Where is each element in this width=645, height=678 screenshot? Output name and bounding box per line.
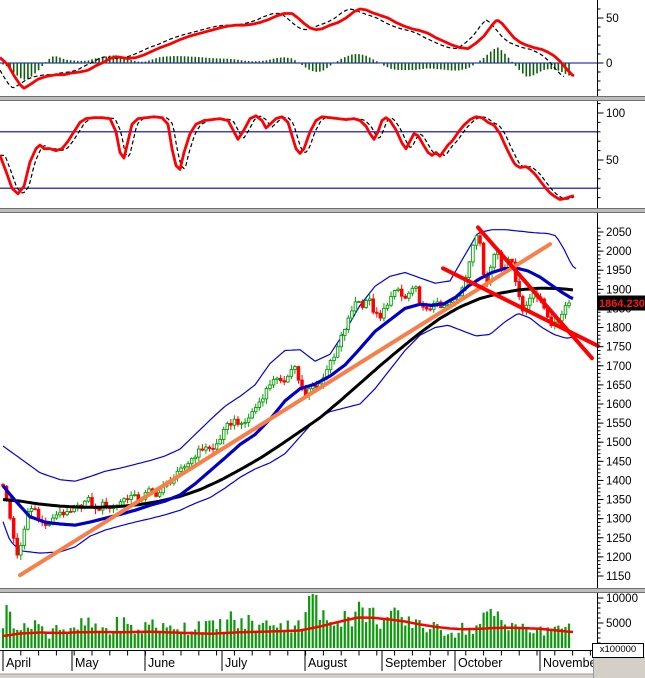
y-tick-label: 1700: [606, 361, 632, 373]
y-tick-label: 1350: [606, 495, 632, 507]
volume-bars: [1, 594, 571, 648]
panel-separator[interactable]: [0, 588, 645, 593]
macd-panel[interactable]: 0 50: [0, 0, 645, 96]
volume-ma-line: [2, 616, 574, 638]
macd-signal-line: [0, 8, 565, 89]
y-tick-label: 1800: [606, 323, 632, 335]
time-axis-labels: April May June July August September October No…: [6, 656, 601, 670]
panel-separator[interactable]: [0, 96, 645, 101]
stochastic-line: [0, 114, 575, 201]
month-label: November: [543, 656, 601, 670]
last-price-badge: [597, 295, 645, 311]
ma-fast-blue: [1, 266, 574, 527]
y-axis: [597, 101, 604, 208]
time-axis: April May June July August September October No…: [0, 648, 645, 678]
y-tick-label: 1750: [606, 342, 632, 354]
month-label: April: [6, 656, 31, 670]
ma-slow-black: [2, 286, 574, 509]
volume-unit-text: x100000: [599, 644, 637, 655]
y-tick-label: 1900: [606, 284, 632, 296]
resize-corner[interactable]: [593, 657, 645, 678]
y-tick-label: 1250: [606, 533, 632, 545]
price-panel[interactable]: 1150 1200 1250 1300 1350 1400 1450 1500 1550 1600…: [0, 213, 645, 588]
month-label: September: [385, 656, 446, 670]
stochastic-signal-line: [0, 115, 575, 200]
y-tick-label: 1300: [606, 514, 632, 526]
downtrend-steep-red[interactable]: [476, 225, 594, 361]
bollinger-lower: [2, 313, 577, 554]
y-tick-label: 1600: [606, 399, 632, 411]
y-tick-label: 5000: [606, 618, 632, 630]
y-axis: [597, 0, 604, 96]
y-tick-label: 1550: [606, 418, 632, 430]
y-tick-label: 0: [606, 58, 612, 70]
y-tick-label: 10000: [606, 593, 638, 605]
y-axis: [597, 593, 604, 648]
y-tick-label: 1950: [606, 265, 632, 277]
y-tick-label: 50: [606, 13, 619, 25]
uptrend-orange[interactable]: [18, 242, 552, 578]
downtrend-shallow-red[interactable]: [441, 266, 600, 348]
panel-separator[interactable]: [0, 208, 645, 213]
stochastic-panel[interactable]: 50 100: [0, 101, 645, 208]
time-axis-ticks: [0, 650, 600, 671]
month-label: June: [148, 656, 175, 670]
y-tick-label: 1500: [606, 437, 632, 449]
candles: [1, 231, 571, 560]
y-axis-labels: 5000 10000: [606, 593, 638, 630]
y-tick-label: 1650: [606, 380, 632, 392]
y-tick-label: 50: [606, 155, 619, 167]
y-axis-labels: 0 50: [606, 13, 619, 70]
macd-histogram: [2, 47, 570, 80]
y-tick-label: 100: [606, 108, 625, 120]
month-label: July: [225, 656, 248, 670]
y-tick-label: 2050: [606, 227, 632, 239]
y-tick-label: 1150: [606, 571, 631, 583]
y-tick-label: 1200: [606, 552, 632, 564]
volume-panel[interactable]: 5000 10000: [0, 593, 645, 648]
month-label: August: [308, 656, 347, 670]
y-axis-labels: 1150 1200 1250 1300 1350 1400 1450 1500 1550 1600…: [606, 227, 632, 583]
y-axis: [597, 213, 604, 588]
month-label: May: [75, 656, 99, 670]
month-label: October: [458, 656, 502, 670]
y-tick-label: 1400: [606, 475, 632, 487]
y-tick-label: 2000: [606, 246, 632, 258]
window-bottom-strip: [0, 674, 645, 678]
y-tick-label: 1450: [606, 456, 632, 468]
y-axis-labels: 50 100: [606, 108, 625, 167]
macd-line: [0, 7, 575, 90]
last-price-label: 1864.230: [599, 298, 645, 310]
volume-unit-label: x100000: [592, 643, 644, 658]
